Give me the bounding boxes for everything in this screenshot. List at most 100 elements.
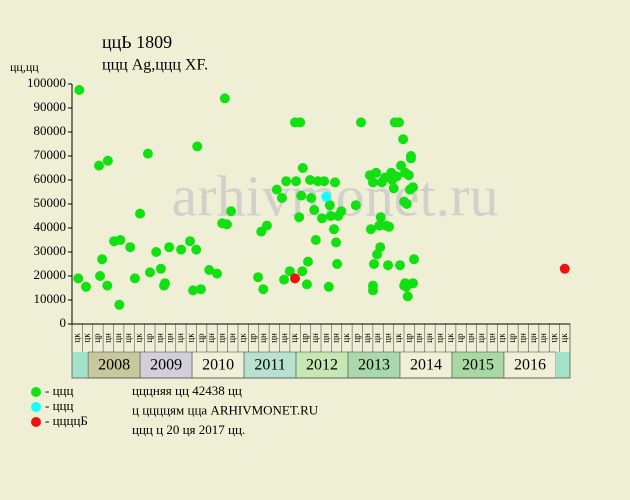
data-point: [277, 193, 288, 203]
year-label: 2008: [98, 357, 130, 374]
data-point: [97, 254, 108, 265]
note: цццняя цц 42438 цц: [132, 383, 242, 398]
note: ц ццццям цца ARHIVMONET.RU: [132, 402, 319, 417]
y-tick-label: 70000: [34, 147, 67, 162]
data-point: [135, 208, 146, 219]
column-label: цн: [517, 333, 527, 343]
column-label: цн: [383, 333, 393, 343]
y-tick-label: 90000: [34, 99, 67, 114]
data-point: [296, 190, 307, 201]
data-point: [395, 260, 406, 271]
data-point: [185, 236, 196, 247]
data-point: [253, 272, 264, 283]
data-point: [195, 284, 206, 295]
data-point: [408, 182, 419, 193]
column-label: цн: [331, 333, 341, 343]
data-point: [151, 247, 162, 257]
data-point: [102, 280, 113, 291]
data-point: [371, 167, 382, 178]
data-point: [328, 224, 339, 235]
data-point: [399, 280, 410, 291]
column-label: цн: [476, 333, 486, 343]
column-label: цн: [310, 333, 320, 343]
data-point: [290, 273, 301, 284]
year-edge: [72, 352, 89, 378]
data-point: [297, 163, 308, 173]
data-point: [226, 206, 237, 217]
y-tick-label: 100000: [27, 75, 66, 90]
data-point: [95, 271, 106, 281]
data-point: [142, 148, 153, 159]
column-label: цр: [403, 333, 413, 343]
data-point: [219, 93, 230, 104]
column-label: цк: [445, 333, 455, 343]
data-point: [330, 177, 341, 188]
data-point: [388, 183, 399, 194]
column-label: цн: [279, 333, 289, 343]
column-label: цн: [320, 333, 330, 343]
data-point: [356, 117, 367, 128]
data-point: [309, 205, 320, 215]
legend-marker: [31, 387, 41, 397]
data-point: [192, 141, 203, 152]
data-point: [331, 237, 342, 248]
data-point: [409, 254, 420, 265]
year-label: 2011: [254, 357, 285, 374]
year-cell: [503, 351, 557, 379]
column-label: цк: [289, 333, 299, 343]
data-point: [367, 285, 378, 296]
data-point: [115, 235, 126, 245]
data-point: [408, 278, 419, 289]
data-point: [279, 274, 290, 285]
column-label: цн: [268, 333, 278, 343]
data-point: [261, 220, 272, 231]
column-label: цр: [351, 333, 361, 343]
year-label: 2015: [462, 357, 494, 374]
data-point: [294, 212, 305, 223]
year-cell: [87, 351, 141, 379]
data-point: [375, 242, 386, 253]
column-label: цр: [92, 333, 102, 343]
data-point: [398, 134, 409, 145]
column-label: цн: [102, 333, 112, 343]
data-point: [204, 265, 215, 275]
year-label: 2009: [150, 357, 182, 374]
column-label: цк: [71, 333, 81, 343]
data-point: [81, 281, 92, 292]
y-tick-label: 60000: [34, 171, 67, 186]
data-point: [319, 176, 330, 187]
data-point: [188, 285, 199, 296]
data-point: [303, 256, 314, 267]
data-point: [384, 221, 395, 232]
chart-subtitle: ццц Ag,ццц XF.: [102, 57, 208, 74]
data-point: [336, 206, 347, 217]
data-point: [383, 260, 394, 271]
legend-label: - ццццБ: [45, 413, 88, 428]
data-point: [350, 200, 361, 211]
legend-marker: [31, 402, 41, 412]
column-label: цн: [113, 333, 123, 343]
chart-title: ццЬ 1809: [102, 32, 172, 52]
column-label: цн: [414, 333, 424, 343]
data-point: [403, 170, 414, 181]
data-point: [144, 267, 155, 278]
column-label: цн: [538, 333, 548, 343]
data-point: [271, 184, 282, 195]
data-point: [375, 212, 386, 223]
column-label: цн: [227, 333, 237, 343]
year-cell: [451, 351, 505, 379]
column-label: цн: [434, 333, 444, 343]
data-point: [391, 171, 402, 182]
legend-marker: [31, 417, 41, 427]
year-cell: [139, 351, 193, 379]
data-point: [324, 200, 335, 211]
column-label: цн: [258, 333, 268, 343]
column-label: цн: [206, 333, 216, 343]
column-label: цн: [217, 333, 227, 343]
year-label: 2012: [306, 357, 338, 374]
column-label: цн: [165, 333, 175, 343]
data-point: [325, 211, 336, 221]
data-point: [321, 191, 332, 202]
column-label: цн: [154, 333, 164, 343]
